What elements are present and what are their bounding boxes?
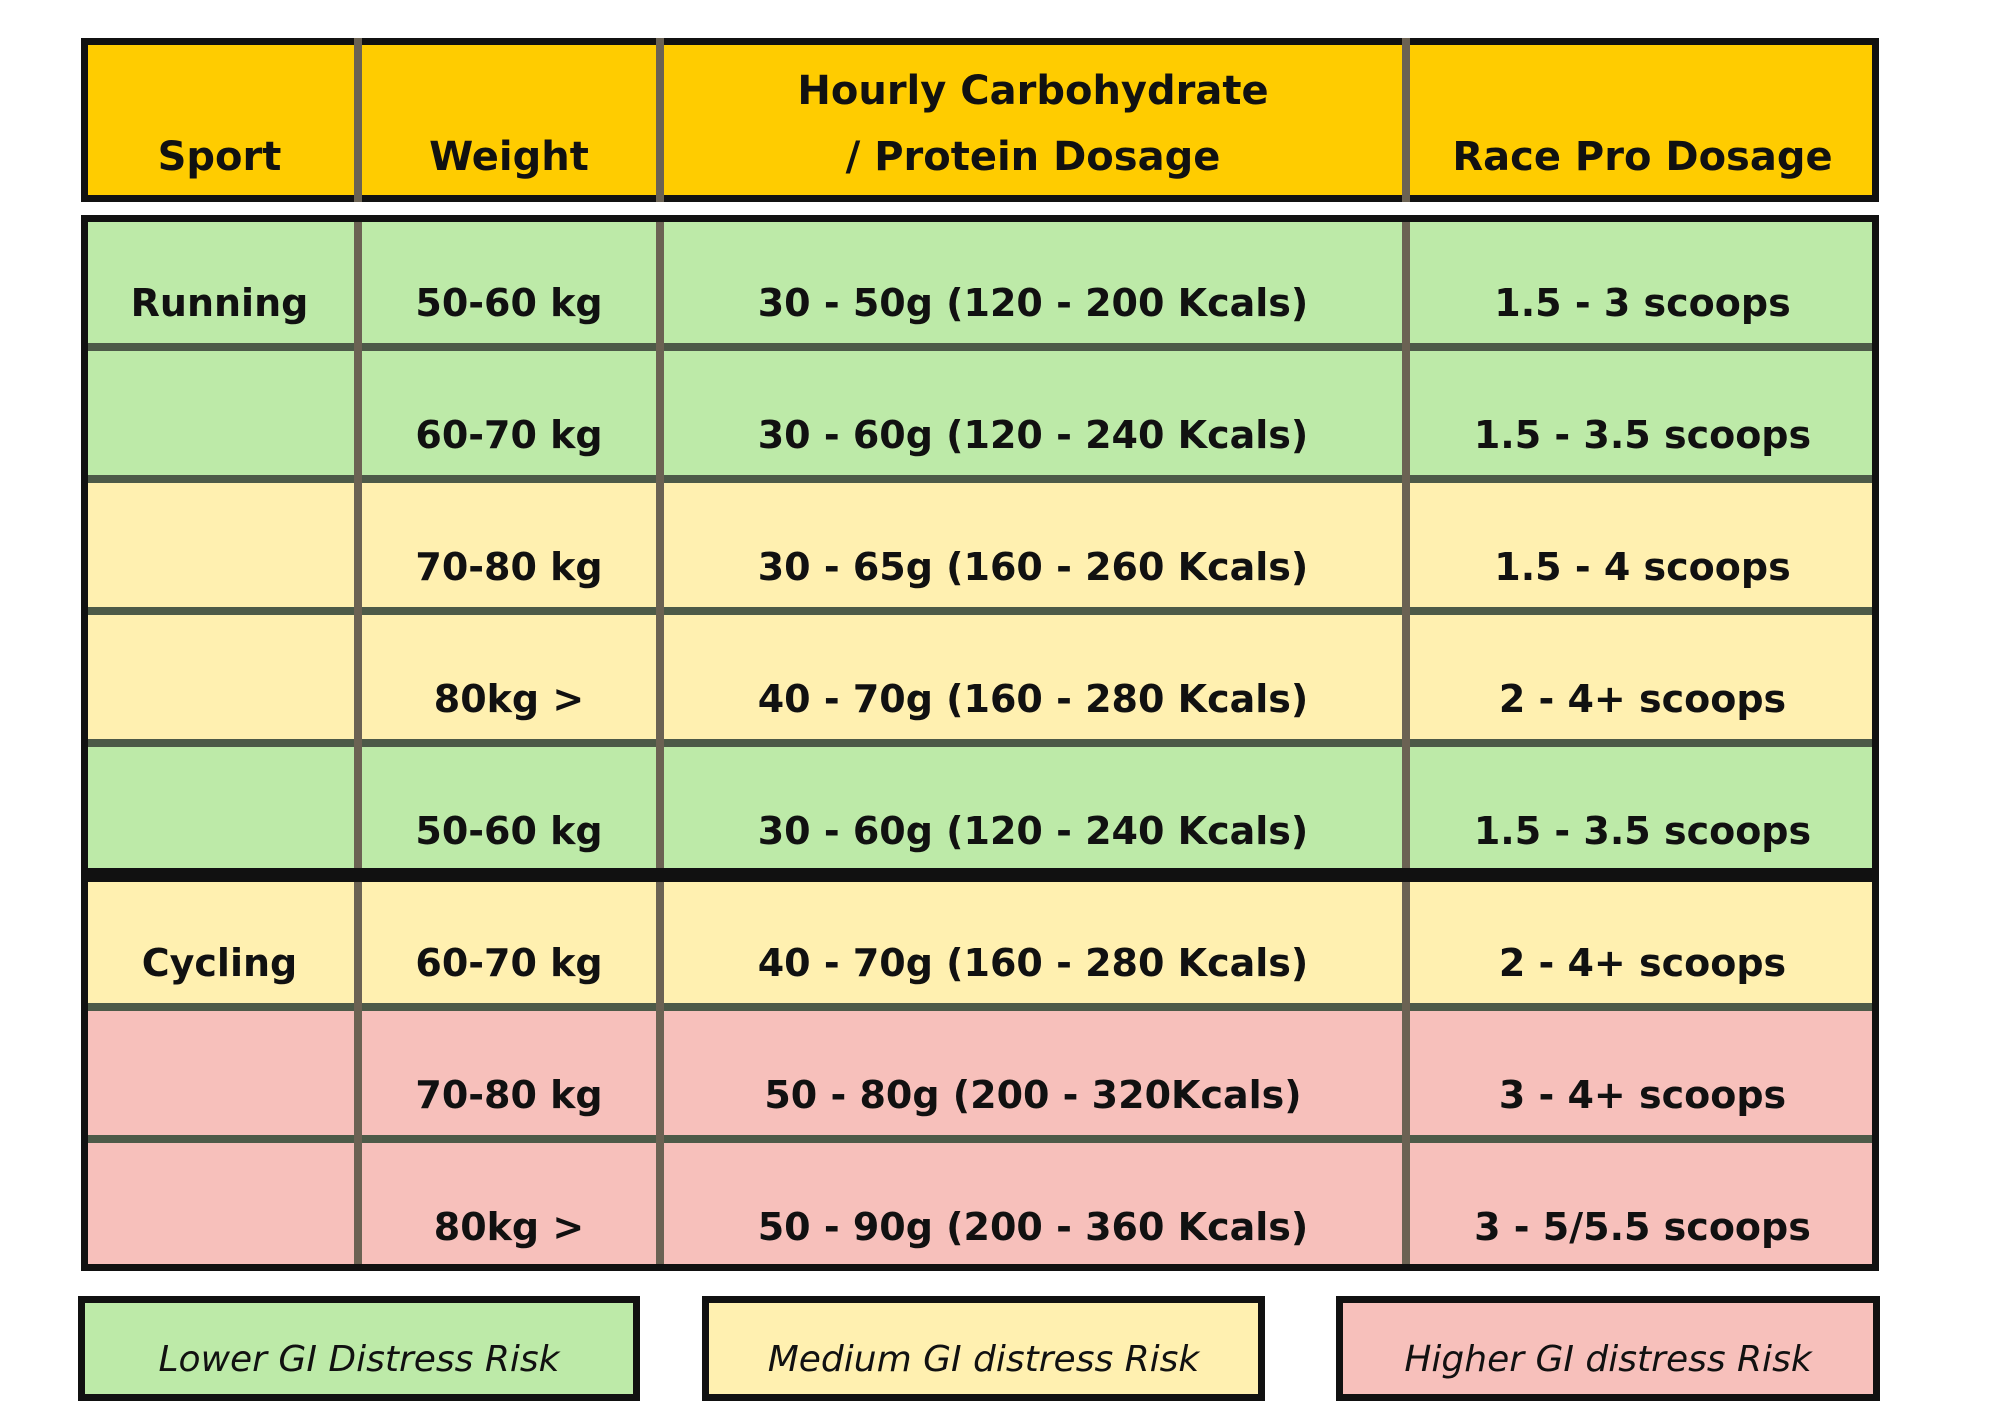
row-background bbox=[81, 215, 1879, 347]
row-divider bbox=[81, 475, 1879, 483]
group-border bbox=[81, 875, 1879, 1271]
table-cell: 60-70 kg bbox=[415, 413, 603, 457]
header-cell: Weight bbox=[429, 134, 589, 180]
column-divider bbox=[1402, 215, 1410, 1271]
table-cell: 30 - 65g (160 - 260 Kcals) bbox=[757, 545, 1309, 589]
row-divider bbox=[81, 1135, 1879, 1143]
table-cell: 30 - 60g (120 - 240 Kcals) bbox=[757, 809, 1309, 853]
row-divider bbox=[81, 343, 1879, 351]
column-divider bbox=[354, 38, 362, 202]
header-background bbox=[81, 38, 1879, 202]
column-divider bbox=[656, 38, 664, 202]
table-cell: 1.5 - 3.5 scoops bbox=[1473, 413, 1812, 457]
group-border bbox=[81, 215, 1879, 875]
table-cell: 50 - 80g (200 - 320Kcals) bbox=[764, 1073, 1302, 1117]
legend-item: Higher GI distress Risk bbox=[1336, 1296, 1880, 1401]
column-divider bbox=[1402, 38, 1410, 202]
table-cell: 50 - 90g (200 - 360 Kcals) bbox=[757, 1205, 1309, 1249]
row-background bbox=[81, 1139, 1879, 1271]
table-cell: 70-80 kg bbox=[415, 545, 603, 589]
table-cell: Cycling bbox=[141, 941, 298, 985]
table-cell: 50-60 kg bbox=[415, 281, 603, 325]
table-cell: 3 - 4+ scoops bbox=[1498, 1073, 1787, 1117]
table-cell: 40 - 70g (160 - 280 Kcals) bbox=[757, 941, 1309, 985]
table-cell: 80kg > bbox=[433, 677, 585, 721]
row-background bbox=[81, 1007, 1879, 1139]
row-background bbox=[81, 611, 1879, 743]
table-cell: 3 - 5/5.5 scoops bbox=[1474, 1205, 1811, 1249]
table-cell: 50-60 kg bbox=[415, 809, 603, 853]
row-background bbox=[81, 743, 1879, 875]
table-cell: 60-70 kg bbox=[415, 941, 603, 985]
header-cell: Sport bbox=[157, 134, 282, 180]
row-divider bbox=[81, 607, 1879, 615]
column-divider bbox=[656, 215, 664, 1271]
table-cell: Running bbox=[130, 281, 309, 325]
row-background bbox=[81, 347, 1879, 479]
table-cell: 30 - 50g (120 - 200 Kcals) bbox=[757, 281, 1309, 325]
column-divider bbox=[354, 215, 362, 1271]
row-background bbox=[81, 875, 1879, 1007]
header-cell: Hourly Carbohydrate / Protein Dosage bbox=[797, 68, 1269, 180]
table-cell: 30 - 60g (120 - 240 Kcals) bbox=[757, 413, 1309, 457]
row-background bbox=[81, 479, 1879, 611]
table-cell: 40 - 70g (160 - 280 Kcals) bbox=[757, 677, 1309, 721]
table-cell: 2 - 4+ scoops bbox=[1498, 941, 1787, 985]
table-cell: 80kg > bbox=[433, 1205, 585, 1249]
table-cell: 1.5 - 3 scoops bbox=[1494, 281, 1791, 325]
table-cell: 1.5 - 3.5 scoops bbox=[1473, 809, 1812, 853]
legend-item: Lower GI Distress Risk bbox=[78, 1296, 640, 1401]
table-cell: 1.5 - 4 scoops bbox=[1494, 545, 1791, 589]
row-divider bbox=[81, 739, 1879, 747]
row-divider bbox=[81, 1003, 1879, 1011]
header-cell: Race Pro Dosage bbox=[1452, 134, 1833, 180]
table-cell: 2 - 4+ scoops bbox=[1498, 677, 1787, 721]
legend-item: Medium GI distress Risk bbox=[702, 1296, 1265, 1401]
table-cell: 70-80 kg bbox=[415, 1073, 603, 1117]
